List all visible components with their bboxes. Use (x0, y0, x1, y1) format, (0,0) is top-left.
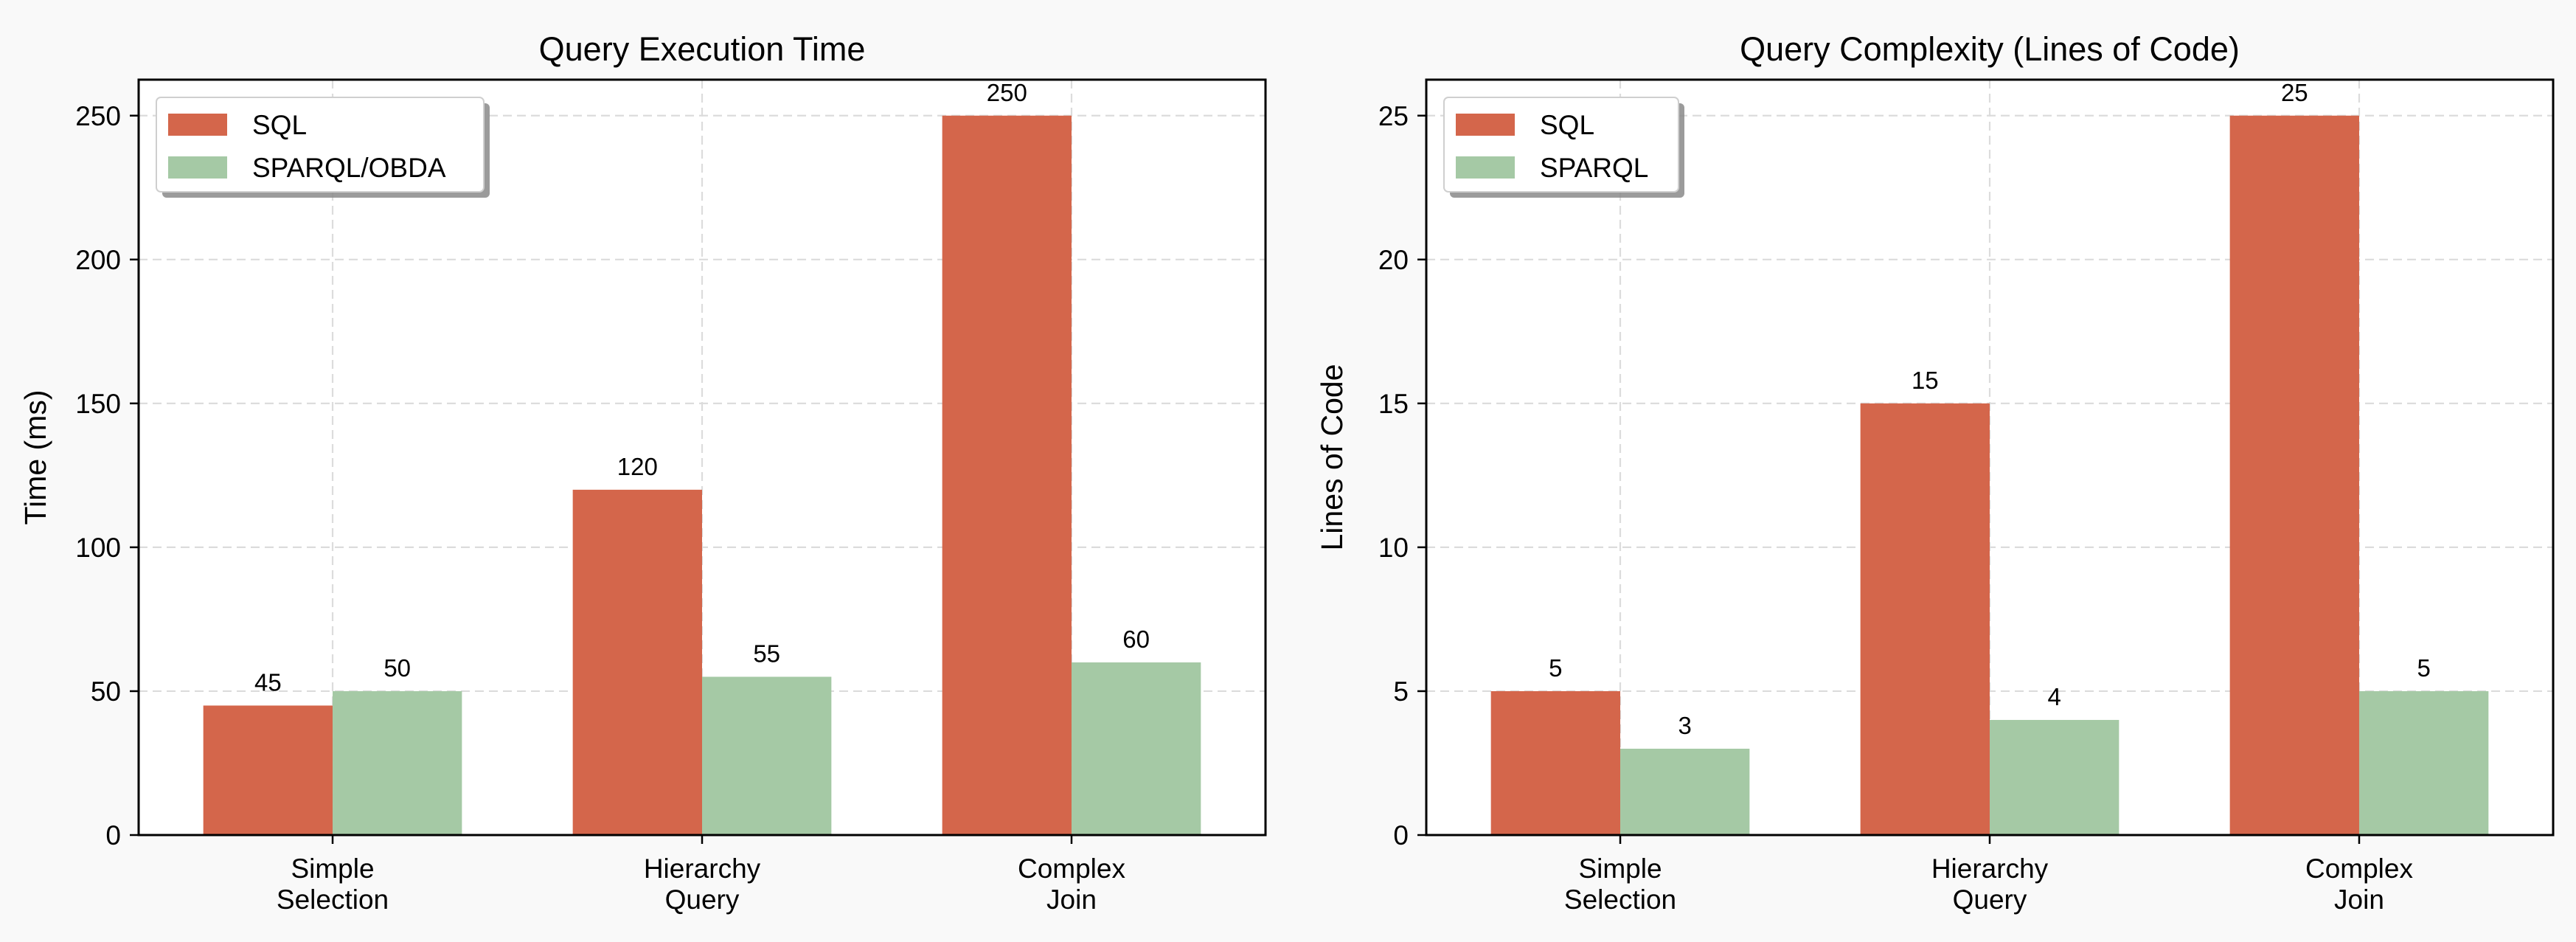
x-tick-label: Hierarchy Query (644, 853, 761, 915)
bar-sparql-3 (2358, 690, 2489, 835)
y-tick-label: 0 (105, 820, 121, 851)
y-tick-label: 15 (1378, 389, 1409, 419)
y-tick-label: 0 (1393, 820, 1409, 851)
y-tick-label: 25 (1378, 101, 1409, 131)
data-label: 50 (383, 654, 411, 682)
x-tick-label: Simple Selection (277, 853, 389, 915)
x-tick-label: Complex Join (2305, 853, 2413, 915)
y-tick-label: 150 (75, 389, 121, 419)
bar-sql-2 (572, 489, 702, 835)
bar-sql-1 (203, 705, 333, 835)
legend-label: SQL (1540, 110, 1594, 140)
y-tick-label: 200 (75, 245, 121, 275)
legend-label: SPARQL (1540, 153, 1648, 183)
y-tick-label: 50 (91, 676, 121, 707)
data-label: 250 (987, 79, 1027, 106)
legend-label: SPARQL/OBDA (252, 153, 446, 183)
y-axis-label: Time (ms) (18, 390, 52, 525)
bar-sparql-obda-3 (1071, 662, 1201, 835)
bar-sql-1 (1490, 690, 1621, 835)
x-tick-label: Complex Join (1018, 853, 1125, 915)
legend-label: SQL (252, 110, 307, 140)
y-tick-label: 100 (75, 533, 121, 563)
bar-sparql-2 (1990, 719, 2120, 835)
data-label: 120 (617, 453, 658, 480)
bar-sql-3 (942, 115, 1072, 835)
x-tick-label: Simple Selection (1564, 853, 1676, 915)
legend: SQL SPARQL (1443, 97, 1684, 198)
legend: SQL SPARQL/OBDA (156, 97, 490, 198)
y-axis-label: Lines of Code (1315, 364, 1349, 550)
bar-sparql-obda-1 (333, 690, 462, 835)
legend-swatch (1456, 114, 1515, 136)
bar-sparql-obda-2 (702, 676, 832, 835)
y-tick-label: 250 (75, 101, 121, 131)
chart-panel-1: 45 120 250 50 55 60 0 50 100 150 200 250 Simple Selec… (18, 30, 1267, 915)
data-label: 15 (1912, 367, 1939, 394)
y-tick-label: 10 (1378, 533, 1409, 563)
legend-swatch (168, 114, 227, 136)
y-tick-label: 20 (1378, 245, 1409, 275)
chart-title: Query Complexity (Lines of Code) (1740, 30, 2240, 68)
data-label: 55 (753, 640, 780, 667)
data-label: 3 (1678, 712, 1692, 739)
chart-title: Query Execution Time (539, 30, 866, 68)
data-label: 5 (2417, 654, 2430, 682)
data-label: 4 (2047, 683, 2061, 710)
data-label: 60 (1122, 626, 1150, 653)
x-tick-label: Hierarchy Query (1931, 853, 2049, 915)
bar-sparql-1 (1620, 748, 1750, 835)
data-label: 5 (1549, 654, 1562, 682)
legend-swatch (1456, 156, 1515, 179)
chart-panel-2: 5 15 25 3 4 5 0 5 10 15 20 25 Simple Selection Hierarc… (1315, 30, 2555, 915)
legend-swatch (168, 156, 227, 179)
y-tick-label: 5 (1393, 676, 1409, 707)
data-label: 25 (2281, 79, 2308, 106)
data-label: 45 (254, 668, 282, 696)
legend-box (156, 97, 485, 193)
bar-sql-3 (2229, 115, 2359, 835)
bar-sql-2 (1860, 403, 1990, 835)
